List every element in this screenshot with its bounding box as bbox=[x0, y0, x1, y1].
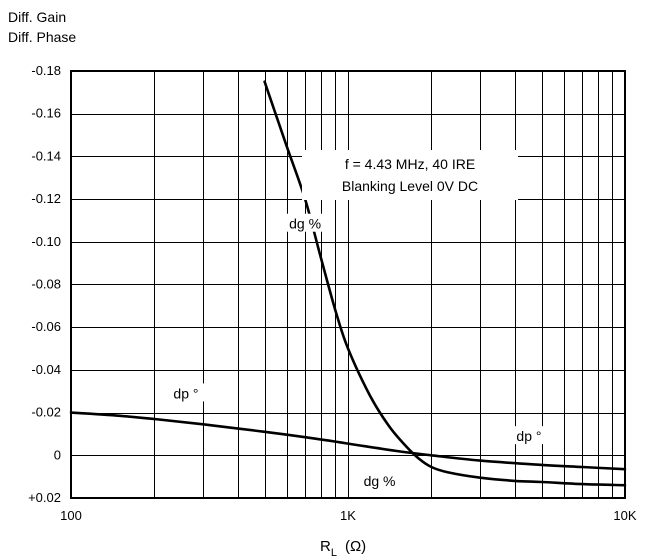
y-tick-label: -0.18 bbox=[31, 63, 61, 78]
y-tick-label: 0 bbox=[54, 447, 61, 462]
x-tick-label: 10K bbox=[613, 508, 636, 523]
series-label: dp ° bbox=[173, 385, 198, 401]
series-label-background bbox=[508, 426, 549, 445]
y-tick-label: -0.14 bbox=[31, 148, 61, 163]
y-tick-label: -0.12 bbox=[31, 191, 61, 206]
y-tick-label: -0.10 bbox=[31, 234, 61, 249]
x-tick-label: 1K bbox=[340, 508, 356, 523]
series-curves bbox=[69, 80, 627, 487]
x-axis-title-main: R bbox=[320, 538, 331, 555]
y-tick-label: -0.16 bbox=[31, 106, 61, 121]
series-label: dg % bbox=[364, 473, 396, 489]
x-axis-title-subscript: L bbox=[331, 547, 337, 559]
x-axis-title: RL (Ω) bbox=[320, 538, 366, 559]
series-label-background bbox=[359, 470, 400, 489]
y-axis-title-line-1: Diff. Gain bbox=[8, 9, 66, 25]
series-label-background bbox=[165, 383, 206, 402]
series-labels: dg % dg % dp ° dp ° bbox=[165, 213, 549, 489]
plot-frame bbox=[70, 70, 626, 499]
y-tick-label: +0.02 bbox=[28, 490, 61, 505]
annotation-line-1: f = 4.43 MHz, 40 IRE bbox=[345, 156, 475, 172]
y-tick-label: -0.06 bbox=[31, 319, 61, 334]
y-tick-label: -0.02 bbox=[31, 405, 61, 420]
series-label-background bbox=[285, 213, 326, 232]
series-line-dp bbox=[69, 411, 627, 471]
series-label: dp ° bbox=[516, 428, 541, 444]
y-axis-title-line-2: Diff. Phase bbox=[8, 29, 76, 45]
tick-labels: -0.18 -0.16 -0.14 -0.12 -0.10 -0.08 -0.06 -0.04… bbox=[28, 63, 637, 523]
grid bbox=[71, 71, 625, 498]
annotation-line-2: Blanking Level 0V DC bbox=[342, 178, 478, 194]
y-tick-label: -0.04 bbox=[31, 362, 61, 377]
series-label: dg % bbox=[289, 216, 321, 232]
y-tick-label: -0.08 bbox=[31, 277, 61, 292]
x-tick-label: 100 bbox=[60, 508, 82, 523]
series-line-dg bbox=[263, 80, 627, 487]
annotation-background bbox=[302, 150, 518, 200]
x-axis-title-unit: (Ω) bbox=[345, 538, 366, 555]
